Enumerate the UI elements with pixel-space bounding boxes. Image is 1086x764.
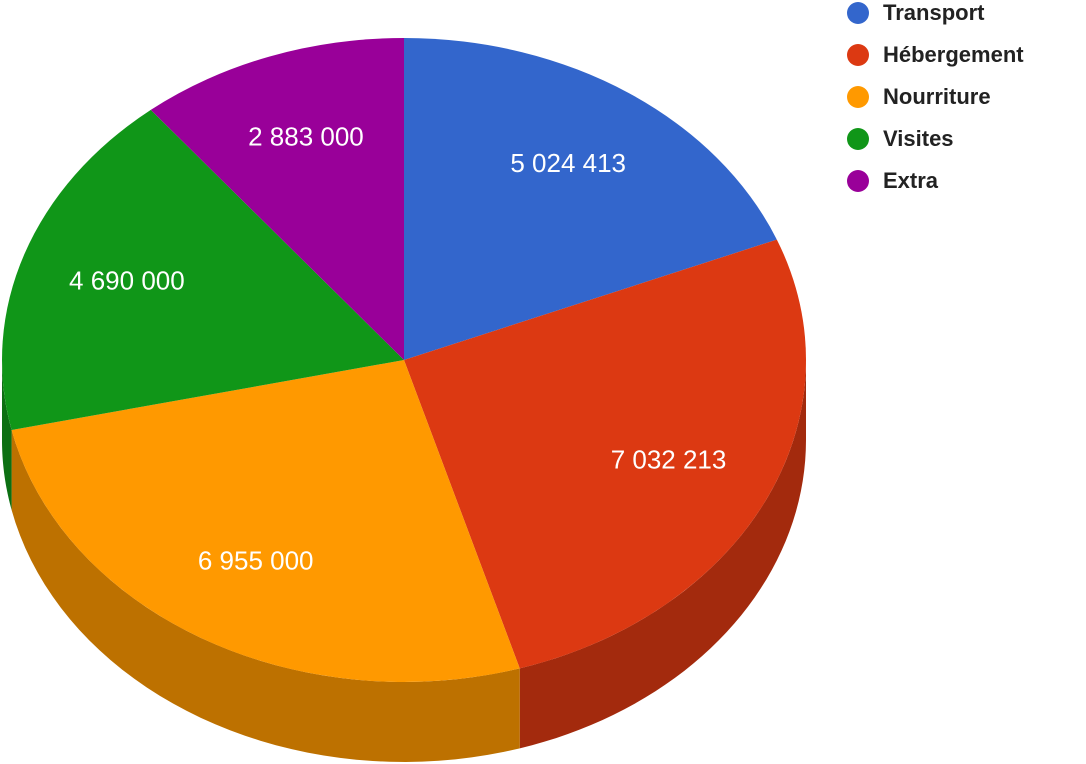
data-label: 6 955 000 [198, 546, 314, 576]
data-label: 2 883 000 [248, 121, 364, 151]
legend-marker [847, 44, 869, 66]
slice [404, 239, 807, 669]
slice [1, 109, 404, 430]
legend-marker [847, 170, 869, 192]
data-label: 5 024 413 [510, 148, 626, 178]
data-label: 7 032 213 [611, 445, 727, 475]
data-label: 4 690 000 [69, 266, 185, 296]
legend-label: Nourriture [883, 84, 991, 109]
legend-label: Visites [883, 126, 954, 151]
slice [150, 38, 404, 360]
slice [404, 38, 777, 360]
legend-label: Extra [883, 168, 939, 193]
slice-side [2, 360, 12, 510]
legend-marker [847, 128, 869, 150]
legend-marker [847, 2, 869, 24]
slice-side [11, 429, 520, 762]
legend-label: Hébergement [883, 42, 1024, 67]
slice [11, 360, 520, 683]
legend-label: Transport [883, 0, 985, 25]
slice-side [519, 360, 806, 749]
legend-marker [847, 86, 869, 108]
